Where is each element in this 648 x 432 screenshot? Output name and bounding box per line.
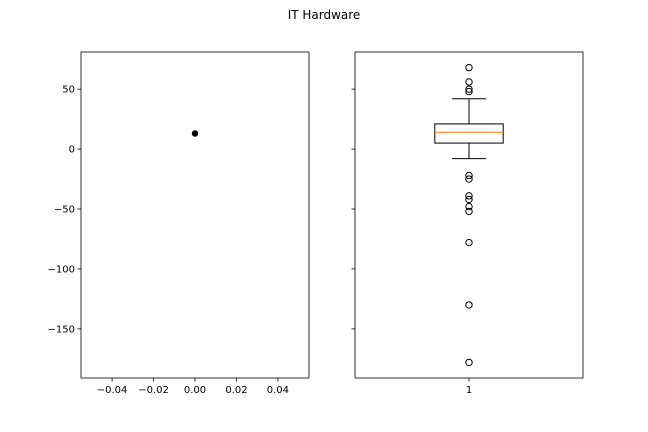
scatter-axes: 50 0 −50 −100 −150 −0.04 −0.02 0.00 0.02 0.04	[48, 51, 310, 396]
scatter-xtick-label: 0.02	[225, 385, 247, 396]
boxplot-axes: 1	[351, 51, 584, 396]
boxplot-outlier	[465, 207, 473, 216]
boxplot-outlier	[465, 358, 473, 367]
boxplot-outlier	[465, 78, 473, 86]
scatter-xtick-label: −0.04	[97, 385, 128, 396]
boxplot-outlier	[465, 301, 473, 309]
boxplot-outlier	[465, 192, 473, 200]
scatter-xtick-label: 0.00	[184, 385, 206, 396]
scatter-ticks: 50 0 −50 −100 −150 −0.04 −0.02 0.00 0.02 0.04	[48, 85, 290, 396]
boxplot-outlier	[465, 175, 473, 183]
boxplot-outlier	[465, 87, 473, 96]
boxplot-outlier	[465, 195, 473, 204]
boxplot-outlier	[465, 202, 473, 211]
scatter-ytick-label: 50	[62, 85, 75, 96]
boxplot-marks	[434, 63, 504, 367]
scatter-ytick-label: 0	[69, 145, 75, 156]
boxplot-outlier	[465, 238, 473, 247]
scatter-xtick-label: 0.04	[267, 385, 289, 396]
scatter-ytick-label: −50	[54, 205, 75, 216]
boxplot-xtick-label: 1	[466, 385, 472, 396]
scatter-marks	[191, 130, 199, 137]
figure-title: IT Hardware	[288, 8, 361, 22]
scatter-point	[191, 130, 199, 137]
scatter-ytick-label: −150	[48, 324, 75, 335]
boxplot-outlier	[465, 85, 473, 93]
scatter-ytick-label: −100	[48, 264, 75, 275]
boxplot-outlier	[465, 171, 473, 180]
boxplot-outlier	[465, 63, 473, 72]
boxplot-ticks: 1	[351, 88, 472, 396]
scatter-xtick-label: −0.02	[138, 385, 169, 396]
